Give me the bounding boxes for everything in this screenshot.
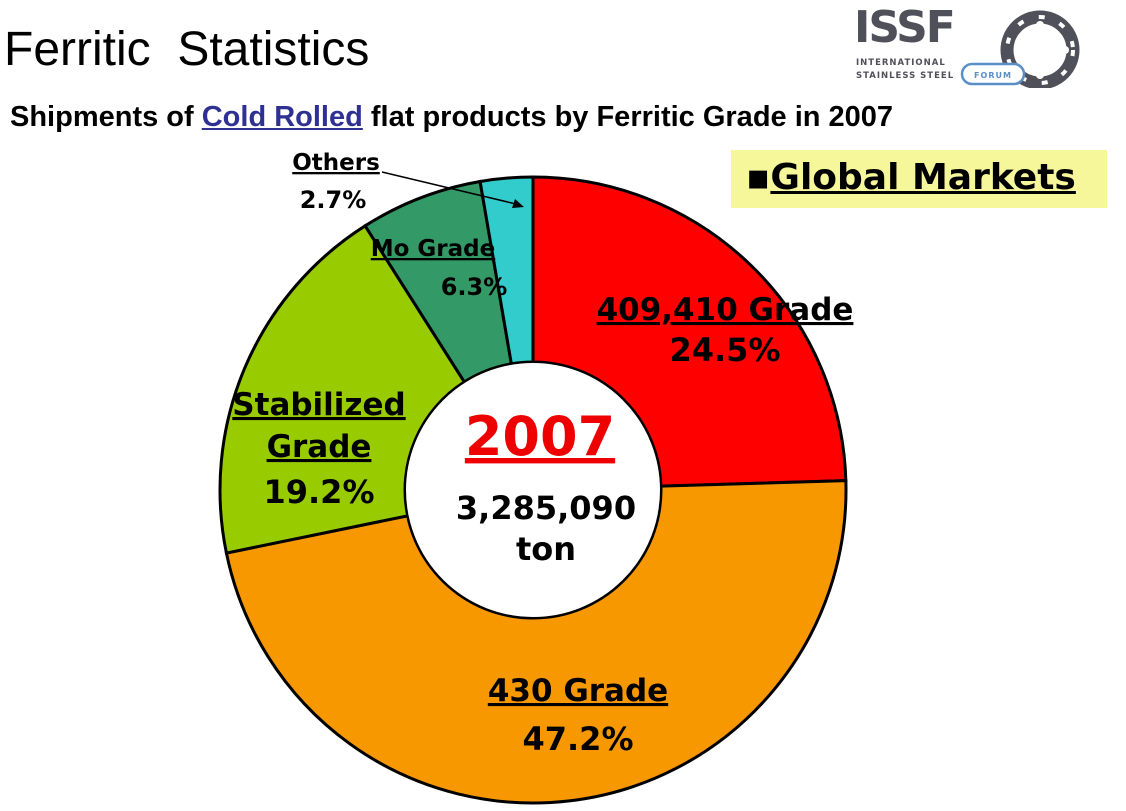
- slice-pct-mo: 6.3%: [441, 273, 508, 301]
- logo-emblem-icon: [1000, 10, 1080, 88]
- issf-logo: ISSF INTERNATIONAL STAINLESS STEEL FORUM: [854, 4, 1080, 88]
- donut-hole: [404, 361, 662, 619]
- subtitle: Shipments of Cold Rolled flat products b…: [10, 101, 893, 134]
- slice-name-mo: Mo Grade: [371, 236, 496, 262]
- pie-slices: [218, 175, 848, 805]
- center-value: 3,285,090: [456, 489, 636, 527]
- subtitle-prefix: Shipments of: [10, 101, 202, 133]
- subtitle-highlight: Cold Rolled: [201, 101, 363, 133]
- slice-pct-409: 24.5%: [669, 331, 780, 369]
- slice-pct-others: 2.7%: [300, 186, 367, 214]
- others-leader-arrow-icon: [512, 199, 524, 208]
- slice-pct-430: 47.2%: [522, 720, 633, 758]
- center-unit: ton: [516, 530, 576, 568]
- center-year: 2007: [465, 405, 615, 468]
- market-label: ▪Global Markets: [746, 157, 1076, 198]
- logo-line1: INTERNATIONAL: [856, 58, 946, 68]
- logo-badge: [960, 62, 1026, 86]
- slice-name-others: Others: [292, 150, 380, 176]
- slice-name-stabilized-2: Grade: [267, 429, 372, 465]
- bullet-icon: ▪: [746, 157, 771, 198]
- slice-labels: 409,410 Grade 24.5% 430 Grade 47.2% Stab…: [232, 150, 853, 758]
- page-title: Ferritic Statistics: [4, 23, 370, 76]
- slice-name-stabilized-1: Stabilized: [232, 387, 405, 423]
- slice-pct-stabilized: 19.2%: [263, 473, 374, 511]
- others-leader-line: [381, 171, 517, 205]
- subtitle-suffix: flat products by Ferritic Grade in 2007: [362, 101, 894, 133]
- logo-wordmark: ISSF: [854, 4, 954, 53]
- slice-name-409: 409,410 Grade: [597, 292, 854, 328]
- market-label-text: Global Markets: [770, 157, 1076, 198]
- logo-badge-text: FORUM: [974, 71, 1012, 80]
- market-badge: [731, 150, 1107, 208]
- slice-name-430: 430 Grade: [488, 673, 668, 709]
- logo-line2: STAINLESS STEEL: [856, 71, 954, 81]
